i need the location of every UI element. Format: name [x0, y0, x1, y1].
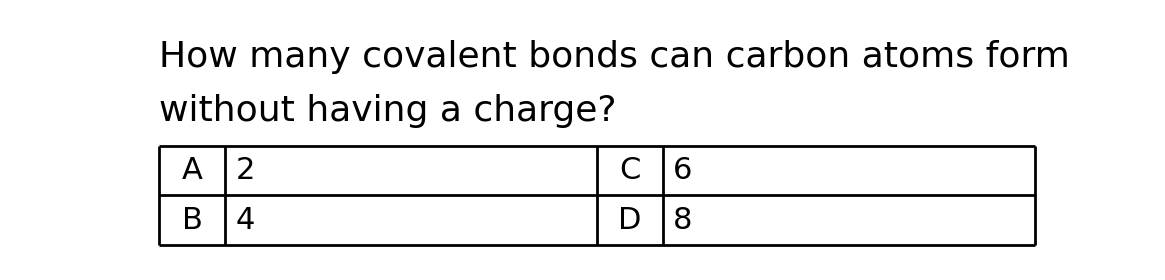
Text: 4: 4 [235, 206, 255, 235]
Text: A: A [182, 156, 203, 185]
Text: 6: 6 [673, 156, 693, 185]
Text: How many covalent bonds can carbon atoms form: How many covalent bonds can carbon atoms… [160, 40, 1069, 74]
Text: 2: 2 [235, 156, 255, 185]
Text: without having a charge?: without having a charge? [160, 94, 616, 128]
Text: 8: 8 [673, 206, 693, 235]
Text: B: B [182, 206, 203, 235]
Text: C: C [620, 156, 641, 185]
Text: D: D [619, 206, 642, 235]
